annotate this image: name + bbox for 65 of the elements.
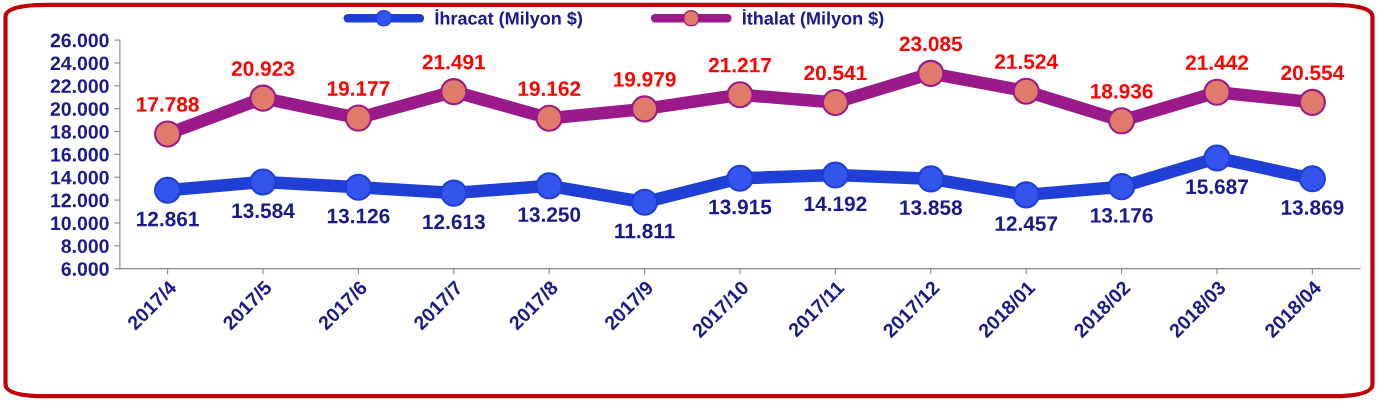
data-label: 19.162 xyxy=(518,81,581,97)
point xyxy=(249,84,277,112)
y-tick-label: 6.000 xyxy=(61,262,109,276)
y-tick-label: 22.000 xyxy=(50,79,109,94)
point xyxy=(535,104,563,132)
data-label: 13.869 xyxy=(1281,200,1344,215)
point xyxy=(535,172,563,200)
data-label: 21.217 xyxy=(708,57,771,73)
data-label: 17.788 xyxy=(137,97,199,112)
point xyxy=(1298,165,1326,193)
y-tick-label: 14.000 xyxy=(51,170,109,185)
data-label: 14.192 xyxy=(804,196,867,212)
y-tick-label: 20.000 xyxy=(50,102,109,116)
point xyxy=(440,78,468,106)
data-label: 20.541 xyxy=(804,65,867,81)
data-label: 21.442 xyxy=(1185,55,1249,70)
point xyxy=(1108,107,1136,135)
data-label: 18.936 xyxy=(1091,83,1153,99)
legend-label: İhracat (Milyon $) xyxy=(435,9,582,29)
point xyxy=(154,176,182,204)
y-tick-label: 12.000 xyxy=(51,193,109,208)
point xyxy=(821,88,849,117)
y-tick-label: 10.000 xyxy=(51,216,109,231)
point xyxy=(249,168,277,196)
y-tick-label: 8.000 xyxy=(61,239,109,254)
point xyxy=(917,59,945,87)
data-label: 11.811 xyxy=(615,223,675,239)
point xyxy=(631,95,659,123)
y-tick-label: 24.000 xyxy=(50,56,109,71)
point xyxy=(1298,88,1326,116)
data-label: 15.687 xyxy=(1186,179,1248,195)
data-label: 13.584 xyxy=(232,203,295,219)
data-label: 19.979 xyxy=(614,71,676,87)
point xyxy=(344,104,372,132)
point xyxy=(1012,181,1040,209)
point xyxy=(726,164,754,192)
point xyxy=(440,179,468,207)
data-label: 13.126 xyxy=(327,208,390,224)
data-label: 13.250 xyxy=(518,207,581,222)
data-label: 12.861 xyxy=(137,211,199,227)
legend-label: İthalat (Milyon $) xyxy=(742,9,884,29)
data-label: 13.915 xyxy=(709,199,772,215)
data-label: 21.491 xyxy=(422,54,486,70)
point xyxy=(631,188,659,216)
data-label: 19.177 xyxy=(327,81,390,96)
data-label: 13.176 xyxy=(1091,208,1153,223)
y-tick-label: 26.000 xyxy=(50,33,109,48)
data-label: 12.457 xyxy=(995,216,1058,232)
y-tick-label: 16.000 xyxy=(51,147,109,162)
point xyxy=(917,165,945,193)
point xyxy=(344,173,372,201)
point xyxy=(821,161,849,189)
point xyxy=(1203,78,1231,106)
point xyxy=(1012,77,1040,105)
point xyxy=(726,81,754,109)
data-label: 21.524 xyxy=(995,54,1058,70)
point xyxy=(1108,173,1136,201)
point xyxy=(154,120,182,148)
data-label: 20.923 xyxy=(231,61,295,76)
point xyxy=(1203,144,1231,172)
data-label: 23.085 xyxy=(899,36,963,52)
data-label: 20.554 xyxy=(1281,65,1345,81)
data-label: 12.613 xyxy=(423,214,485,230)
data-label: 13.858 xyxy=(900,200,963,216)
y-tick-label: 18.000 xyxy=(51,125,109,139)
